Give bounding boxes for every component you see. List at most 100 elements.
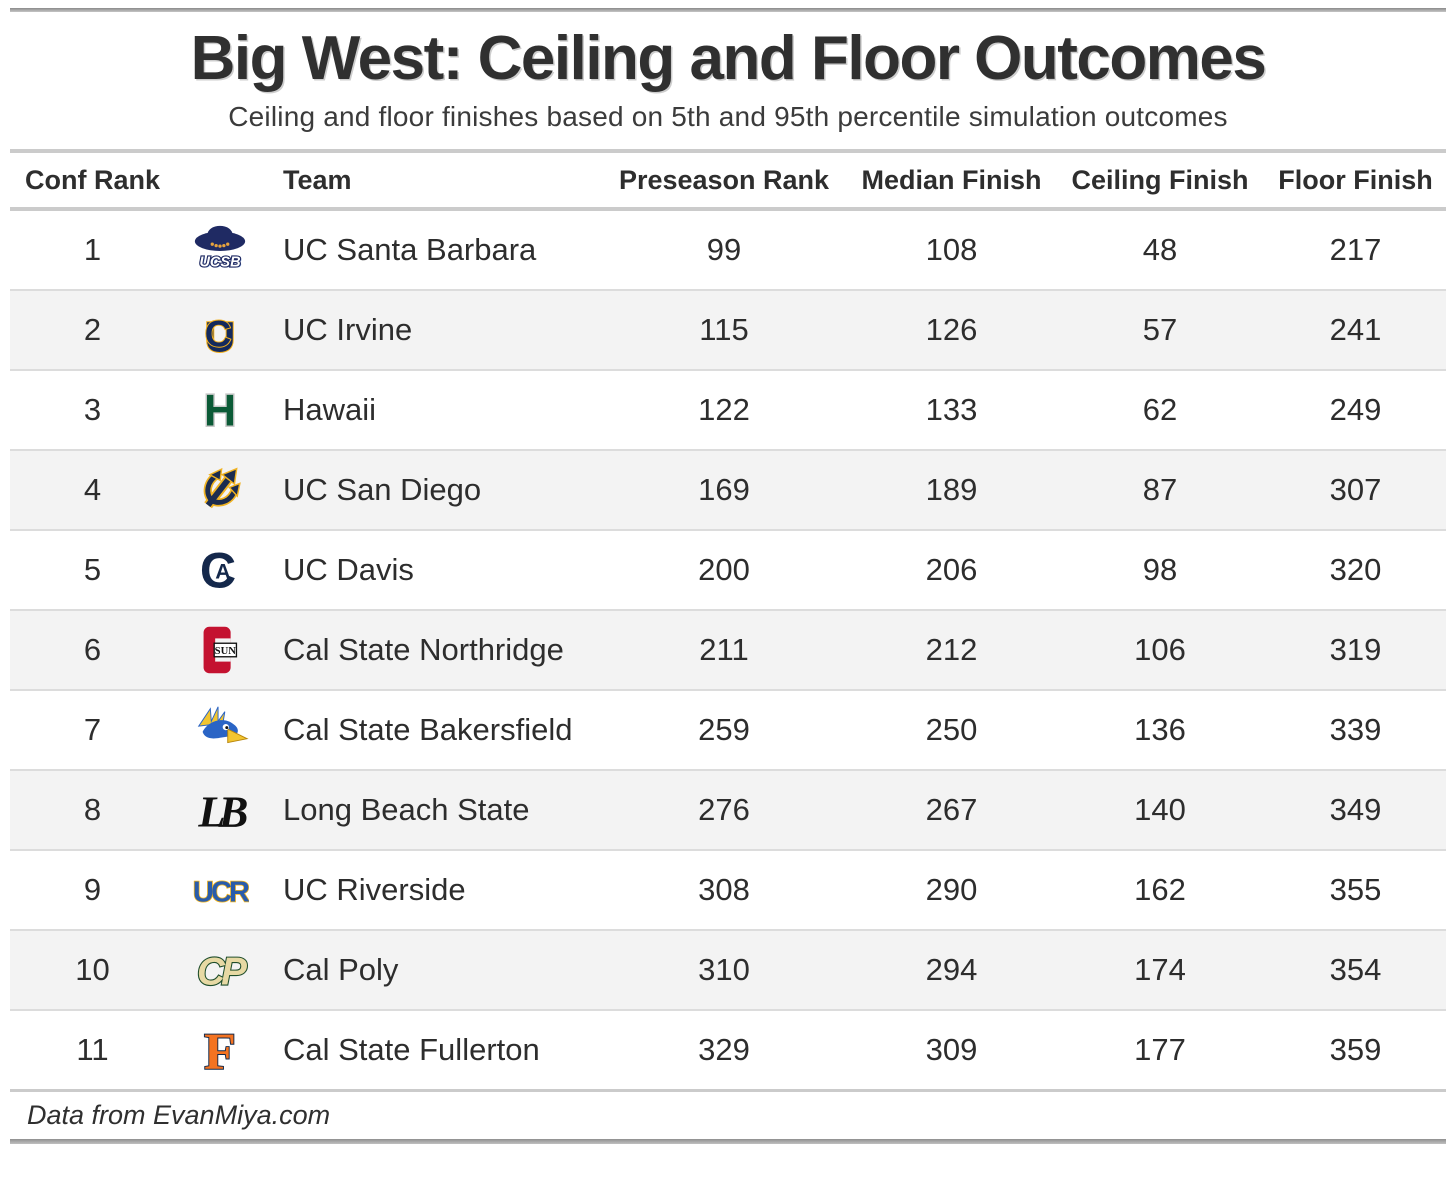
uci-interlock-uc-logo-icon: U C	[191, 301, 249, 359]
team-name: UC Davis	[283, 552, 414, 588]
preseason-rank-value: 308	[698, 872, 750, 908]
floor-finish-value: 359	[1329, 1032, 1382, 1068]
floor-finish-value: 307	[1329, 472, 1382, 508]
col-header-median-finish: Median Finish	[861, 164, 1042, 195]
conf-rank-value: 5	[83, 552, 102, 588]
median-finish-value: 290	[925, 872, 978, 908]
table-row: 3 H Hawaii 122 133 62 249	[10, 369, 1446, 449]
svg-text:UCSB: UCSB	[201, 255, 242, 271]
team-cell: C A UC Davis	[175, 541, 600, 599]
median-finish-value: 267	[925, 792, 978, 828]
lbsu-logo-text: LB	[197, 787, 246, 837]
median-finish-value: 133	[925, 392, 978, 428]
conf-rank-value: 9	[83, 872, 102, 908]
hawaii-logo-letter: H	[204, 387, 236, 436]
floor-finish-value: 217	[1329, 232, 1382, 268]
median-finish-value: 294	[925, 952, 978, 988]
ceiling-finish-value: 62	[1142, 392, 1178, 428]
table-row: 9 UCR UC Riverside 308 290 162 355	[10, 849, 1446, 929]
team-name: Long Beach State	[283, 792, 530, 828]
csuf-f-logo-icon: F	[191, 1021, 249, 1079]
median-finish-value: 212	[925, 632, 978, 668]
team-cell: F Cal State Fullerton	[175, 1021, 600, 1079]
table-row: 1 UCSB UCSB UC Santa Barbara 99 108 48 2…	[10, 211, 1446, 289]
page-subtitle: Ceiling and floor finishes based on 5th …	[228, 101, 1228, 133]
table-row: 10 CP Cal Poly 310 294 174 354	[10, 929, 1446, 1010]
team-cell: SUN Cal State Northridge	[175, 621, 600, 679]
team-name: Cal Poly	[283, 952, 399, 988]
team-cell: UCR UC Riverside	[175, 861, 600, 919]
page-title: Big West: Ceiling and Floor Outcomes	[190, 24, 1267, 93]
table-row: 4 UC San Diego	[10, 449, 1446, 530]
calpoly-cp-logo-icon: CP	[191, 941, 249, 999]
ucdavis-logo-letter-c: C	[200, 542, 236, 598]
csun-c-logo-icon: SUN	[191, 621, 249, 679]
team-cell: UCSB UCSB UC Santa Barbara	[175, 221, 600, 279]
conf-rank-value: 8	[83, 792, 102, 828]
team-name: Cal State Fullerton	[283, 1032, 540, 1068]
top-rule-divider	[10, 8, 1446, 12]
ucr-letters-logo-icon: UCR	[191, 861, 249, 919]
floor-finish-value: 241	[1329, 312, 1382, 348]
ceiling-finish-value: 98	[1142, 552, 1178, 588]
team-name: Cal State Northridge	[283, 632, 564, 668]
conf-rank-value: 4	[83, 472, 102, 508]
source-note: Data from EvanMiya.com	[27, 1100, 331, 1131]
team-cell: Cal State Bakersfield	[175, 701, 600, 759]
table-row: 11 F Cal State Fullerton 329 309 177 359	[10, 1009, 1446, 1089]
conf-rank-value: 6	[83, 632, 102, 668]
ucdavis-ca-logo-icon: C A	[191, 541, 249, 599]
preseason-rank-value: 211	[699, 632, 749, 668]
median-finish-value: 126	[925, 312, 978, 348]
conf-rank-value: 7	[83, 712, 102, 748]
table-row: 5 C A UC Davis 200 206 98 320	[10, 529, 1446, 609]
table-row: 8 LB Long Beach State 276 267 140 349	[10, 769, 1446, 850]
floor-finish-value: 320	[1329, 552, 1382, 588]
bottom-rule-divider	[10, 1139, 1446, 1145]
preseason-rank-value: 329	[698, 1032, 750, 1068]
ucsd-trident-logo-icon	[191, 461, 249, 519]
csub-roadrunner-logo-icon	[191, 701, 249, 759]
table-row: 2 U C UC Irvine 115 126 57 241	[10, 289, 1446, 370]
csuf-logo-text: F	[204, 1022, 236, 1079]
median-finish-value: 309	[925, 1032, 978, 1068]
preseason-rank-value: 200	[698, 552, 750, 588]
median-finish-value: 250	[925, 712, 978, 748]
table-row: 7 Cal State Bakersfield 259 250 136 339	[10, 689, 1446, 769]
team-name: UC San Diego	[283, 472, 482, 508]
ceiling-finish-value: 87	[1142, 472, 1178, 508]
team-name: UC Santa Barbara	[283, 232, 537, 268]
hawaii-h-logo-icon: H	[191, 381, 249, 439]
preseason-rank-value: 310	[698, 952, 750, 988]
floor-finish-value: 349	[1329, 792, 1382, 828]
team-name: Hawaii	[283, 392, 377, 428]
floor-finish-value: 355	[1329, 872, 1382, 908]
header-top-divider	[10, 149, 1446, 154]
floor-finish-value: 249	[1329, 392, 1382, 428]
col-header-ceiling-finish: Ceiling Finish	[1071, 164, 1249, 195]
median-finish-value: 108	[925, 232, 978, 268]
team-cell: CP Cal Poly	[175, 941, 600, 999]
conf-rank-value: 3	[83, 392, 102, 428]
col-header-conf-rank: Conf Rank	[25, 164, 160, 195]
preseason-rank-value: 122	[698, 392, 750, 428]
col-header-team: Team	[283, 164, 352, 195]
csun-logo-text: SUN	[215, 646, 237, 657]
ucsb-gaucho-hat-logo-icon: UCSB UCSB	[191, 221, 249, 279]
uci-logo-letter-u: U	[205, 313, 236, 359]
conf-rank-value: 10	[75, 952, 110, 988]
team-cell: LB Long Beach State	[175, 781, 600, 839]
ceiling-finish-value: 106	[1134, 632, 1186, 668]
preseason-rank-value: 169	[698, 472, 750, 508]
floor-finish-value: 339	[1329, 712, 1382, 748]
preseason-rank-value: 276	[698, 792, 750, 828]
lbsu-lb-logo-icon: LB	[191, 781, 249, 839]
ceiling-finish-value: 177	[1134, 1032, 1186, 1068]
conf-rank-value: 2	[83, 312, 102, 348]
team-cell: UC San Diego	[175, 461, 600, 519]
floor-finish-value: 319	[1329, 632, 1382, 668]
ucsb-logo-text: UCSB	[199, 255, 240, 271]
team-cell: U C UC Irvine	[175, 301, 600, 359]
median-finish-value: 206	[925, 552, 978, 588]
preseason-rank-value: 259	[698, 712, 750, 748]
